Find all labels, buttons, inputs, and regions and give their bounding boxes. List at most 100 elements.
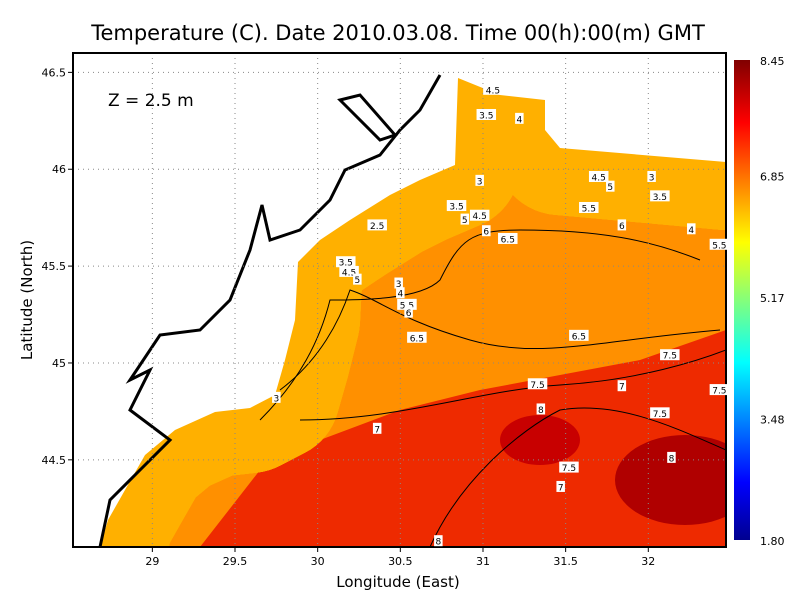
contour-label-bg [396, 287, 405, 299]
contour-label: 7 [558, 483, 564, 493]
contour-label: 7.5 [663, 352, 677, 362]
contour-label-bg [475, 174, 484, 186]
contour-label: 3.5 [339, 259, 353, 269]
field-hot-core-2 [500, 415, 580, 465]
contour-label-bg [559, 461, 579, 473]
contour-label-bg [588, 170, 609, 182]
contour-label: 4 [516, 115, 522, 125]
contour-label: 3 [396, 280, 402, 290]
contour-label: 5.5 [582, 204, 596, 214]
contour-label-bg [536, 403, 546, 415]
contour-label-bg [339, 265, 359, 277]
contour-label-bg [647, 170, 656, 182]
x-tick-label: 31.5 [553, 555, 578, 568]
contour-label-bg [667, 451, 676, 463]
contour-label-bg [498, 232, 518, 244]
contour-label: 7 [374, 425, 380, 435]
x-tick-label: 30 [311, 555, 325, 568]
contour-label-bg [579, 201, 599, 213]
x-tick-label: 30.5 [388, 555, 413, 568]
contour-label: 4 [397, 290, 403, 300]
y-axis-label: Latitude (North) [18, 240, 36, 360]
contour-label: 7.5 [712, 387, 726, 397]
y-tick-label: 46 [52, 163, 66, 176]
contour-label-bg [617, 219, 627, 231]
contour-label-bg [407, 331, 427, 343]
contour-label: 6.5 [410, 334, 424, 344]
contour-label: 3.5 [479, 111, 493, 121]
contour-label-bg [397, 298, 417, 310]
contour-label-bg [617, 380, 627, 392]
coastline-lagoon [337, 93, 398, 142]
x-axis-label: Longitude (East) [336, 573, 459, 591]
contour-label-bg [336, 256, 356, 268]
contour-label: 8 [435, 538, 441, 548]
contour-label-bg [404, 306, 413, 318]
colorbar-tick-label: 5.17 [760, 292, 785, 305]
contour-label: 2.5 [370, 222, 384, 232]
contour-label: 3.5 [449, 203, 463, 213]
contour-label: 4.5 [592, 173, 606, 183]
contour-label: 5 [462, 216, 468, 226]
contour-label-bg [272, 391, 281, 403]
contour-label: 3 [273, 394, 279, 404]
contour-label: 7.5 [562, 464, 576, 474]
contour-label-bg [556, 480, 565, 492]
x-tick-label: 32 [641, 555, 655, 568]
x-tick-label: 29.5 [223, 555, 248, 568]
contour-line [429, 407, 726, 547]
contour-label-bg [446, 200, 467, 212]
plot-frame [72, 52, 727, 548]
y-tick-label: 46.5 [42, 66, 67, 79]
y-tick-label: 45.5 [42, 260, 67, 273]
contour-label: 6.5 [572, 332, 586, 342]
contour-label-bg [650, 190, 670, 202]
colorbar-tick-label: 3.48 [760, 414, 785, 427]
contour-label: 8 [538, 406, 544, 416]
contour-label: 8 [669, 454, 675, 464]
contour-label-bg [460, 213, 470, 225]
x-tick-label: 29 [145, 555, 159, 568]
contour-label-bg [483, 83, 503, 95]
contour-label: 6 [619, 222, 625, 232]
colorbar-tick-label: 1.80 [760, 535, 785, 548]
contour-label-bg [709, 238, 730, 250]
contour-label-bg [606, 180, 615, 192]
contour-label-bg [515, 112, 524, 124]
contour-label: 6 [406, 309, 412, 319]
depth-annotation: Z = 2.5 m [108, 91, 194, 111]
contour-line [299, 349, 726, 421]
contour-label-bg [709, 384, 730, 396]
contour-label: 5 [607, 183, 613, 193]
contour-label: 3 [649, 173, 655, 183]
contour-label: 4 [688, 226, 694, 236]
contour-label-bg [434, 535, 443, 547]
contour-label-bg [650, 407, 670, 419]
contour-label: 6.5 [501, 235, 515, 245]
contour-label: 5.5 [712, 241, 726, 251]
y-tick-label: 44.5 [42, 454, 67, 467]
contour-label-bg [372, 422, 382, 434]
contour-line [259, 229, 701, 421]
land-mask [73, 53, 726, 547]
contour-label: 5.5 [400, 301, 414, 311]
contour-label: 4.5 [473, 212, 487, 222]
contour-label: 4.5 [342, 268, 356, 278]
colorbar-tick-label: 8.45 [760, 55, 785, 68]
contour-label-bg [476, 108, 497, 120]
contour-label: 7.5 [653, 410, 667, 420]
colorbar-tick-label: 6.85 [760, 170, 785, 183]
contour-label-bg [569, 329, 589, 341]
x-tick-label: 31 [476, 555, 490, 568]
contour-label-bg [660, 349, 680, 361]
y-tick-label: 45 [52, 357, 66, 370]
contour-label-bg [469, 209, 490, 221]
contour-label: 7 [619, 383, 625, 393]
contour-line [279, 289, 721, 391]
contour-label: 5 [354, 276, 360, 286]
contour-label: 6 [483, 228, 489, 238]
contour-label-bg [482, 225, 491, 237]
